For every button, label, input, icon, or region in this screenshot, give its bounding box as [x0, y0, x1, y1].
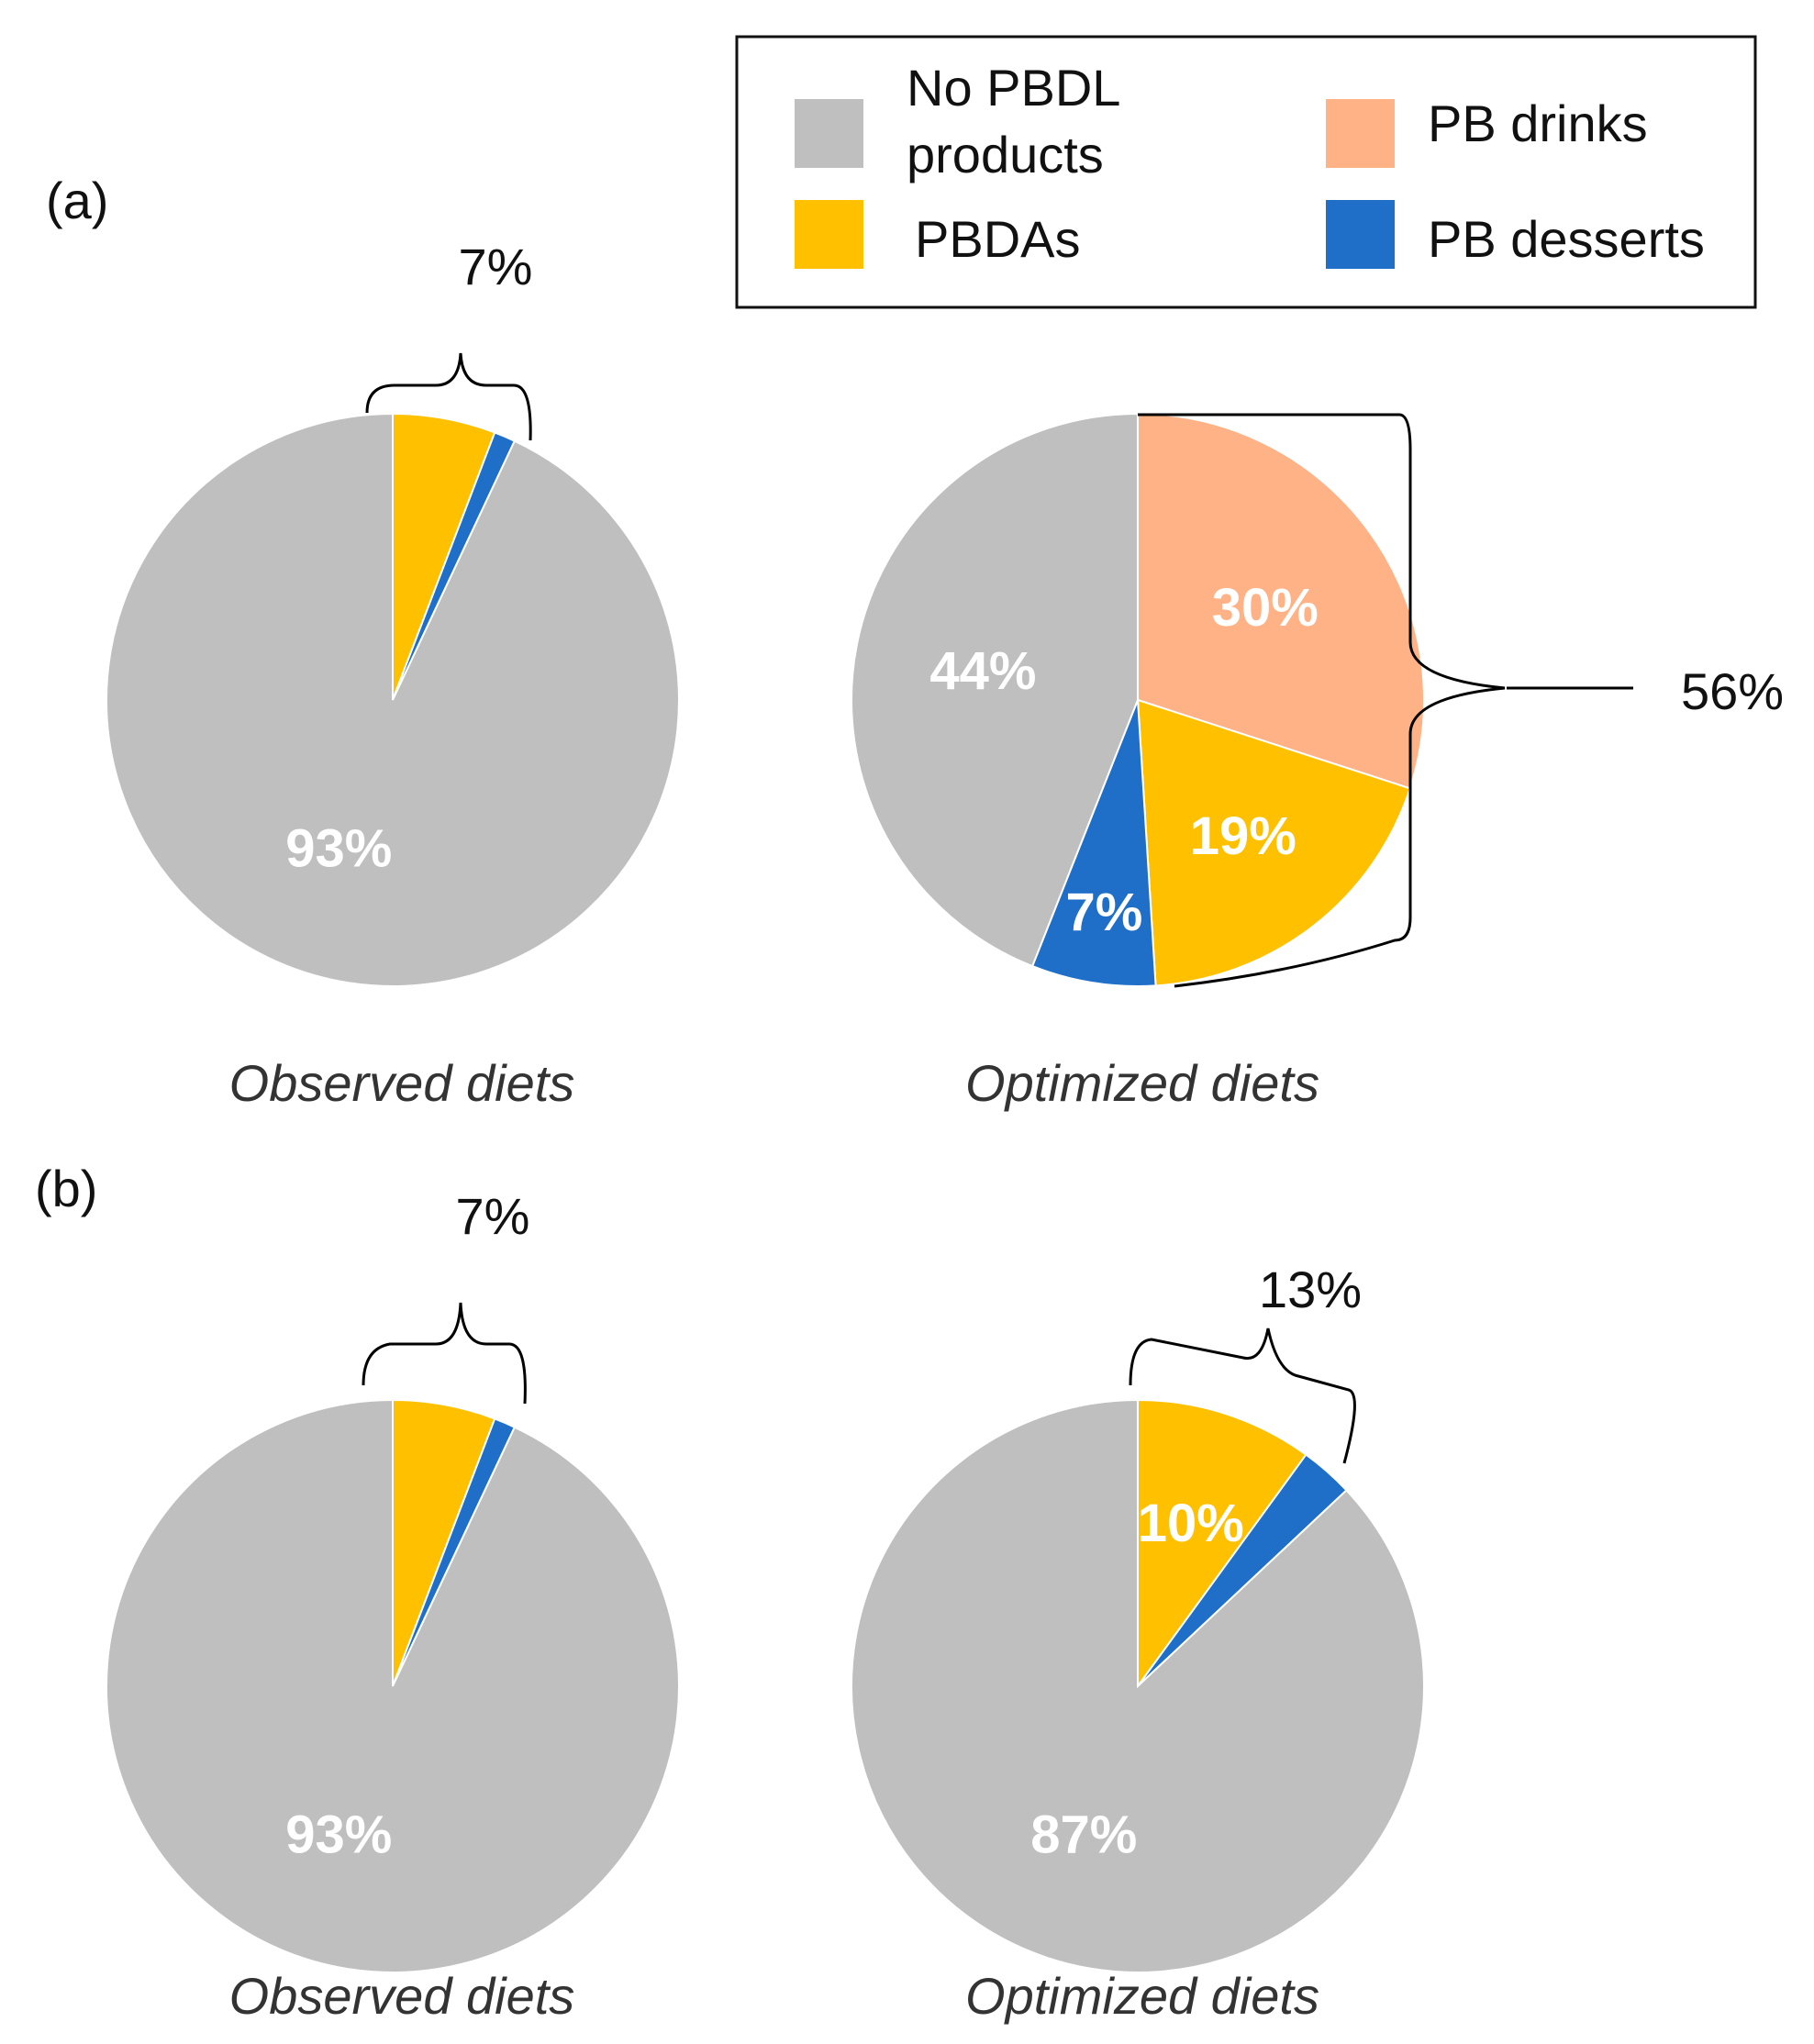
pie-slice-label-pbdas: 10%	[1138, 1494, 1244, 1553]
bracket-optimized-b	[1129, 1327, 1356, 1464]
pie-slice-label-pb-drinks: 30%	[1212, 578, 1319, 638]
legend-frame	[735, 35, 1757, 309]
bracket-optimized-a	[1138, 413, 1506, 988]
legend: No PBDL products PB drinks PBDAs PB dess…	[735, 35, 1757, 309]
pie-slice-no-pbdl-products	[851, 1398, 1426, 1973]
bracket-label-observed-b: 7%	[456, 1187, 530, 1245]
bracket-observed-a	[365, 352, 532, 441]
pie-slice-pb-drinks	[1137, 412, 1425, 790]
bracket-label-optimized-b: 13%	[1259, 1261, 1362, 1318]
pie-slice-pbdas	[1137, 1398, 1308, 1690]
pie-slice-no-pbdl-products	[851, 412, 1139, 968]
pie-optimized-a: 30% 19% 7% 44%	[851, 412, 1425, 987]
legend-label-pb-drinks: PB drinks	[1428, 94, 1648, 152]
bracket-observed-b	[362, 1302, 527, 1405]
panel-letter-b: (b)	[35, 1160, 97, 1217]
pie-slice-label-pbdas: 19%	[1190, 806, 1297, 866]
caption-observed-a: Observed diets	[229, 1054, 575, 1112]
pie-slice-pb-desserts	[1030, 699, 1157, 987]
pie-slice-label-pb-desserts: 7%	[1065, 883, 1142, 942]
legend-swatch-no-pbdl	[795, 99, 863, 168]
bracket-label-observed-a: 7%	[459, 238, 533, 295]
pie-slice-label-no-pbdl-products: 93%	[285, 1805, 392, 1864]
legend-label-no-pbdl-line2: products	[907, 126, 1104, 183]
legend-label-pb-desserts: PB desserts	[1428, 210, 1705, 268]
legend-swatch-pb-desserts	[1326, 200, 1395, 269]
legend-swatch-pb-drinks	[1326, 99, 1395, 168]
pie-slice-no-pbdl-products	[106, 412, 680, 987]
legend-label-no-pbdl-line1: No PBDL	[907, 59, 1120, 117]
legend-label-pbdas: PBDAs	[915, 210, 1081, 268]
pie-observed-a: 93%	[106, 412, 680, 987]
pie-slice-label-no-pbdl-products: 44%	[929, 641, 1036, 701]
pie-optimized-b: 10% 87%	[851, 1398, 1426, 1973]
pie-observed-b: 93%	[106, 1398, 681, 1973]
caption-optimized-a: Optimized diets	[965, 1054, 1319, 1112]
pie-slice-label-no-pbdl-products: 87%	[1030, 1805, 1137, 1864]
caption-observed-b: Observed diets	[229, 1967, 575, 2025]
legend-swatch-pbdas	[795, 200, 863, 269]
pie-slice-pbdas	[1136, 698, 1411, 987]
bracket-label-optimized-a: 56%	[1681, 662, 1784, 720]
caption-optimized-b: Optimized diets	[965, 1967, 1319, 2025]
pie-slice-label-no-pbdl-products: 93%	[285, 818, 392, 878]
panel-letter-a: (a)	[46, 172, 108, 229]
pie-slice-no-pbdl-products	[106, 1398, 681, 1973]
